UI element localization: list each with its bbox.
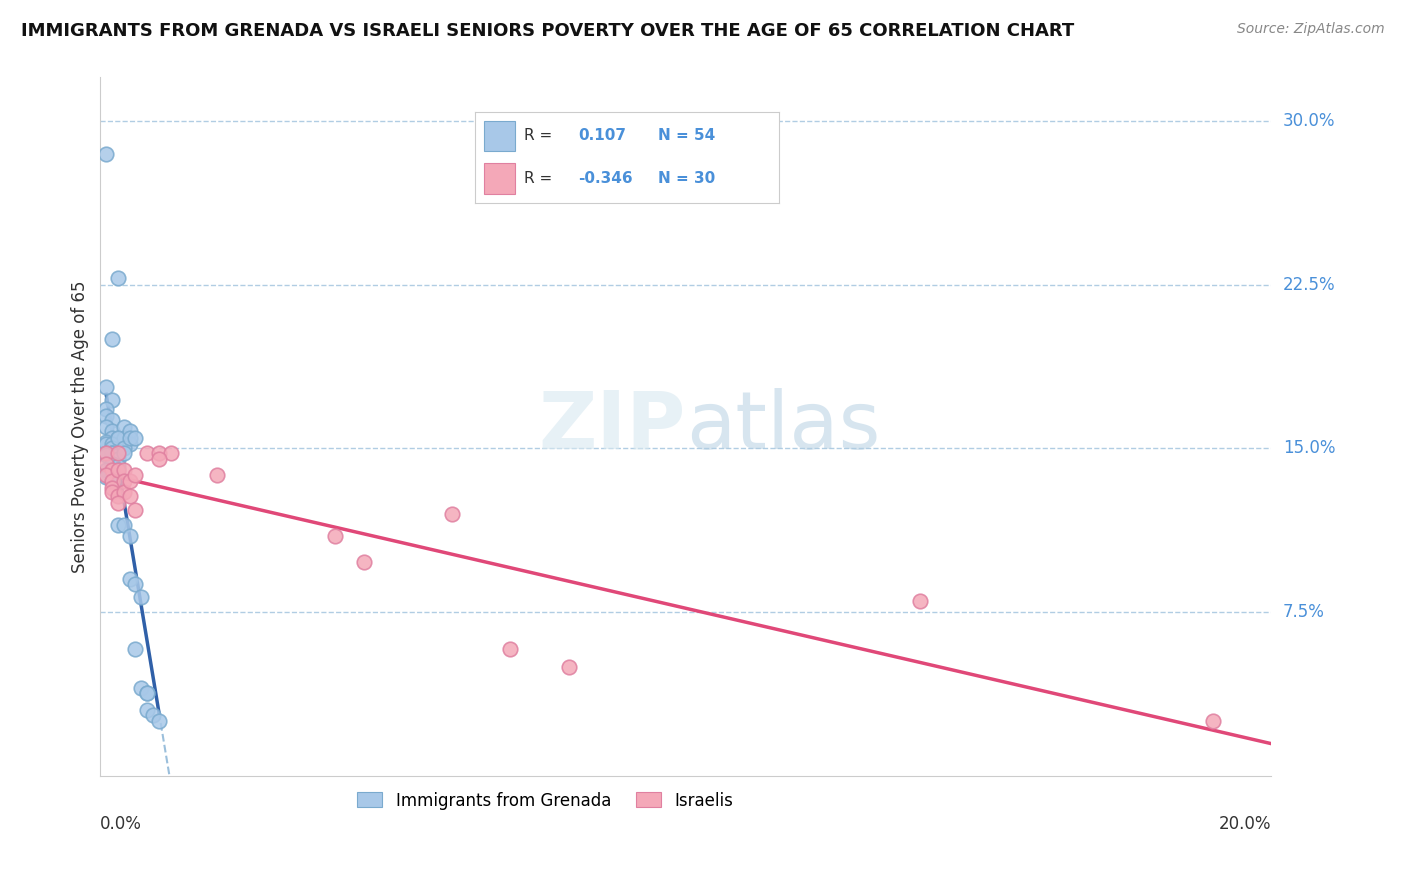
Point bbox=[118, 529, 141, 543]
Text: 22.5%: 22.5% bbox=[1282, 276, 1336, 293]
Point bbox=[148, 452, 170, 467]
Point bbox=[96, 467, 118, 482]
Point bbox=[136, 686, 159, 700]
Point bbox=[107, 517, 129, 532]
Point bbox=[101, 437, 124, 451]
Point bbox=[107, 448, 129, 462]
Text: IMMIGRANTS FROM GRENADA VS ISRAELI SENIORS POVERTY OVER THE AGE OF 65 CORRELATIO: IMMIGRANTS FROM GRENADA VS ISRAELI SENIO… bbox=[21, 22, 1074, 40]
Point bbox=[118, 573, 141, 587]
Point bbox=[124, 467, 146, 482]
Point bbox=[101, 393, 124, 408]
Point bbox=[908, 594, 931, 608]
Point bbox=[112, 517, 135, 532]
Point bbox=[107, 490, 129, 504]
Text: 0.0%: 0.0% bbox=[100, 815, 142, 833]
Point bbox=[118, 437, 141, 451]
Point bbox=[101, 332, 124, 346]
Point bbox=[131, 590, 153, 604]
Point bbox=[440, 507, 463, 521]
Point bbox=[136, 446, 159, 460]
Point bbox=[353, 555, 375, 569]
Point bbox=[101, 457, 124, 471]
Point bbox=[96, 448, 118, 462]
Point bbox=[142, 707, 165, 722]
Point bbox=[101, 424, 124, 438]
Point bbox=[101, 481, 124, 495]
Point bbox=[557, 659, 579, 673]
Point bbox=[112, 430, 135, 444]
Point bbox=[148, 714, 170, 729]
Text: 20.0%: 20.0% bbox=[1219, 815, 1271, 833]
Point bbox=[96, 419, 118, 434]
Point bbox=[101, 485, 124, 500]
Point bbox=[499, 642, 522, 657]
Point bbox=[148, 446, 170, 460]
Point bbox=[118, 490, 141, 504]
Point bbox=[107, 430, 129, 444]
Point bbox=[112, 485, 135, 500]
Point bbox=[107, 463, 129, 477]
Point bbox=[96, 409, 118, 423]
Point bbox=[112, 463, 135, 477]
Point bbox=[101, 446, 124, 460]
Point bbox=[101, 463, 124, 477]
Point bbox=[124, 430, 146, 444]
Point bbox=[96, 434, 118, 449]
Y-axis label: Seniors Poverty Over the Age of 65: Seniors Poverty Over the Age of 65 bbox=[72, 280, 89, 573]
Point bbox=[136, 686, 159, 700]
Point bbox=[101, 446, 124, 460]
Point bbox=[96, 437, 118, 451]
Point bbox=[159, 446, 181, 460]
Point bbox=[107, 496, 129, 510]
Point bbox=[96, 146, 118, 161]
Point bbox=[101, 467, 124, 482]
Legend: Immigrants from Grenada, Israelis: Immigrants from Grenada, Israelis bbox=[350, 785, 740, 816]
Point bbox=[96, 463, 118, 477]
Point bbox=[101, 430, 124, 444]
Point bbox=[96, 446, 118, 460]
Point bbox=[96, 402, 118, 417]
Point bbox=[323, 529, 346, 543]
Text: atlas: atlas bbox=[686, 388, 880, 466]
Point bbox=[124, 502, 146, 516]
Point bbox=[118, 474, 141, 488]
Point bbox=[101, 413, 124, 427]
Point bbox=[112, 419, 135, 434]
Point bbox=[112, 442, 135, 456]
Point bbox=[96, 470, 118, 484]
Point bbox=[96, 457, 118, 471]
Point bbox=[96, 380, 118, 394]
Text: 7.5%: 7.5% bbox=[1282, 603, 1324, 621]
Text: Source: ZipAtlas.com: Source: ZipAtlas.com bbox=[1237, 22, 1385, 37]
Point bbox=[107, 458, 129, 473]
Point bbox=[101, 474, 124, 488]
Text: ZIP: ZIP bbox=[538, 388, 686, 466]
Point bbox=[101, 463, 124, 477]
Point bbox=[112, 474, 135, 488]
Point bbox=[124, 642, 146, 657]
Point bbox=[107, 271, 129, 285]
Point bbox=[101, 474, 124, 488]
Point bbox=[118, 424, 141, 438]
Point bbox=[131, 681, 153, 696]
Point bbox=[101, 467, 124, 482]
Point bbox=[207, 467, 229, 482]
Point bbox=[136, 703, 159, 717]
Point bbox=[96, 446, 118, 460]
Point bbox=[101, 457, 124, 471]
Point bbox=[112, 446, 135, 460]
Text: 30.0%: 30.0% bbox=[1282, 112, 1336, 130]
Point bbox=[124, 576, 146, 591]
Point bbox=[107, 446, 129, 460]
Point bbox=[118, 430, 141, 444]
Point bbox=[107, 463, 129, 477]
Point bbox=[107, 430, 129, 444]
Point bbox=[107, 452, 129, 467]
Point bbox=[1202, 714, 1225, 729]
Point bbox=[101, 442, 124, 456]
Text: 15.0%: 15.0% bbox=[1282, 440, 1336, 458]
